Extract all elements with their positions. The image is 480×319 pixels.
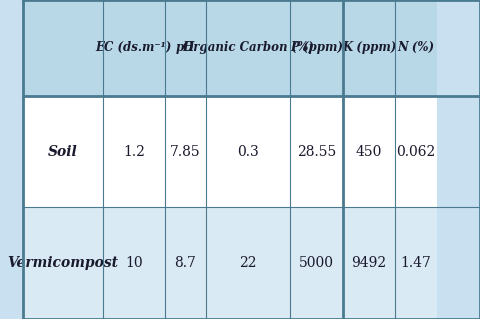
Bar (206, 96, 290, 207)
Text: N (%): N (%) (397, 41, 434, 54)
Text: 8.7: 8.7 (174, 256, 196, 270)
Text: Soil: Soil (48, 145, 78, 159)
Text: 0.062: 0.062 (396, 145, 436, 159)
Bar (103, 207, 165, 319)
Text: EC (ds.m⁻¹): EC (ds.m⁻¹) (96, 41, 172, 54)
Text: 1.2: 1.2 (123, 145, 145, 159)
Text: K (ppm): K (ppm) (342, 41, 396, 54)
Text: 5000: 5000 (299, 256, 334, 270)
Text: 450: 450 (356, 145, 383, 159)
Bar (290, 207, 343, 319)
Text: 1.47: 1.47 (401, 256, 432, 270)
Text: pH: pH (176, 41, 195, 54)
Bar (343, 96, 396, 207)
Bar (103, 96, 165, 207)
Bar (23, 96, 103, 207)
Text: 0.3: 0.3 (237, 145, 259, 159)
Text: 7.85: 7.85 (170, 145, 201, 159)
Text: 9492: 9492 (352, 256, 387, 270)
Bar (396, 0, 437, 96)
Bar (165, 207, 206, 319)
Bar (23, 207, 103, 319)
Bar (396, 96, 437, 207)
Bar (396, 207, 437, 319)
Text: Organic Carbon (%): Organic Carbon (%) (183, 41, 313, 54)
Bar (103, 0, 165, 96)
Text: Vermicompost: Vermicompost (8, 256, 119, 270)
Bar (23, 0, 103, 96)
Bar (290, 96, 343, 207)
Text: P (ppm): P (ppm) (290, 41, 343, 54)
Text: 28.55: 28.55 (297, 145, 336, 159)
Bar (206, 207, 290, 319)
Bar (165, 0, 206, 96)
Text: 22: 22 (240, 256, 257, 270)
Bar (165, 96, 206, 207)
Text: 10: 10 (125, 256, 143, 270)
Bar (290, 0, 343, 96)
Bar (206, 0, 290, 96)
Bar (343, 207, 396, 319)
Bar (343, 0, 396, 96)
